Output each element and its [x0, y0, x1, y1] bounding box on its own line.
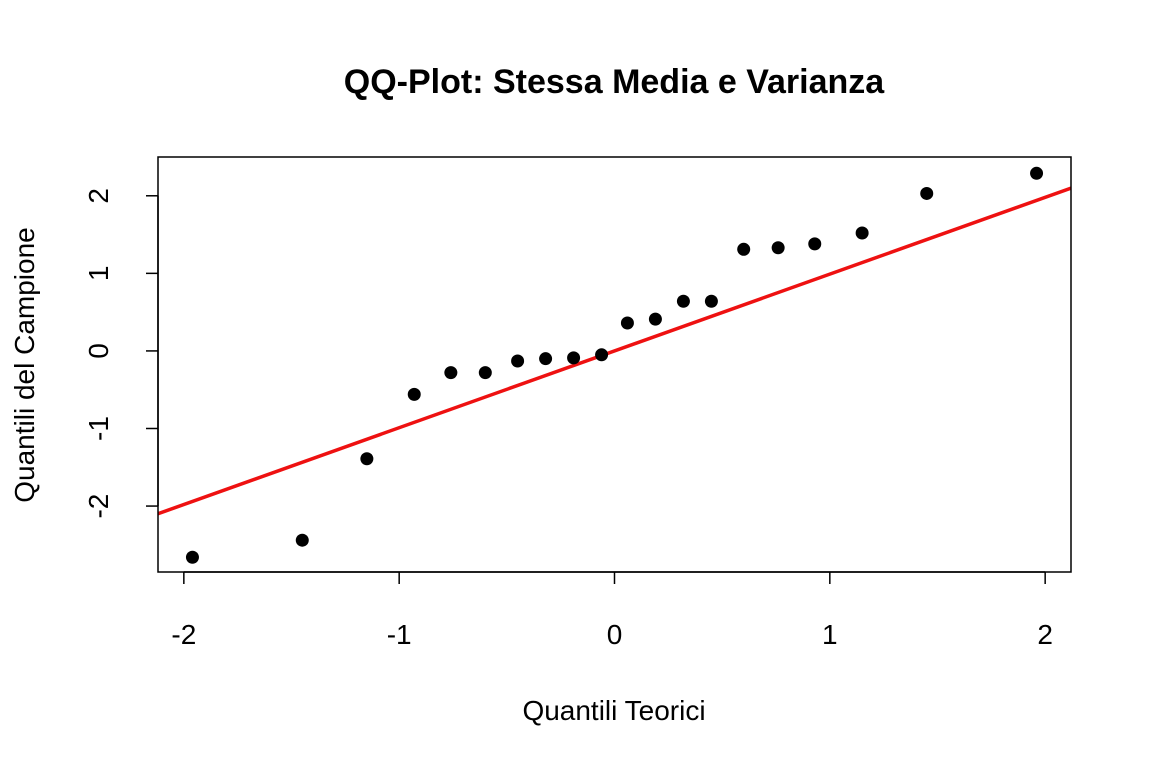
- data-point: [407, 387, 421, 401]
- data-point: [360, 452, 374, 466]
- data-point: [567, 351, 581, 365]
- x-tick-label: 1: [822, 619, 838, 650]
- data-point: [771, 241, 785, 255]
- data-point: [676, 294, 690, 308]
- x-tick-label: 0: [607, 619, 623, 650]
- x-axis-label: Quantili Teorici: [522, 695, 705, 726]
- y-axis-label: Quantili del Campione: [9, 227, 40, 503]
- data-point: [855, 226, 869, 240]
- data-point: [595, 348, 609, 362]
- y-tick-label: -2: [83, 494, 114, 519]
- y-tick-label: 1: [83, 266, 114, 282]
- y-tick-label: -1: [83, 416, 114, 441]
- data-point: [185, 550, 199, 564]
- x-tick-label: -2: [171, 619, 196, 650]
- y-tick-label: 0: [83, 343, 114, 359]
- x-tick-label: 2: [1037, 619, 1053, 650]
- data-point: [444, 366, 458, 380]
- data-point: [478, 366, 492, 380]
- plot-frame: [157, 156, 1072, 573]
- data-point: [808, 237, 822, 251]
- x-axis: -2 -1 0 1 2: [171, 571, 1053, 650]
- data-point: [920, 186, 934, 200]
- data-point: [620, 316, 634, 330]
- data-point: [648, 312, 662, 326]
- x-tick-label: -1: [387, 619, 412, 650]
- y-axis: -2 -1 0 1 2: [83, 188, 159, 519]
- data-point: [539, 352, 553, 366]
- chart-title: QQ-Plot: Stessa Media e Varianza: [344, 63, 886, 101]
- data-point: [1030, 166, 1044, 180]
- data-point: [704, 294, 718, 308]
- y-tick-label: 2: [83, 188, 114, 204]
- data-point: [511, 354, 525, 368]
- data-point: [295, 533, 309, 547]
- data-point: [737, 242, 751, 256]
- reference-line: [158, 186, 1071, 516]
